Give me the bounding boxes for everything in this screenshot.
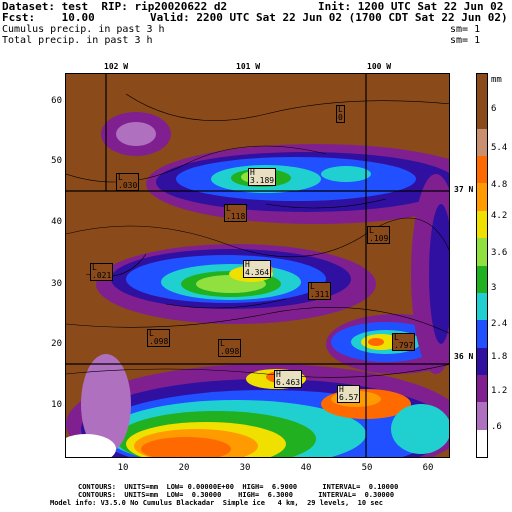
colorbar-segment [477,374,487,403]
y-tick-10: 10 [51,400,62,410]
colorbar-unit-label: mm [491,75,502,85]
footer-contours-2: CONTOURS: UNITS=mm LOW= 0.30000 HIGH= 6.… [78,491,395,499]
lon-label-100w: 100 W [367,62,392,71]
y-tick-50: 50 [51,156,62,166]
low-label: L 0 [336,105,345,123]
colorbar-segment [477,101,487,130]
x-tick-20: 20 [178,463,190,473]
lat-label-36n: 36 N [454,352,474,361]
low-label: L .311 [308,282,332,300]
colorbar-segment [477,429,487,458]
colorbar-segment [477,128,487,157]
footer-model-info: Model info: V3.5.0 No Cumulus Blackadar … [50,499,383,507]
low-label: L .118 [224,204,248,222]
colorbar-segment [477,183,487,212]
colorbar-tick: 6 [491,104,497,114]
low-label: L .109 [367,226,391,244]
colorbar-tick: 5.4 [491,143,508,153]
contour-lines [66,93,449,378]
precip-map-plot [65,73,450,458]
low-label: L .098 [147,329,171,347]
map-borders [66,74,449,457]
y-tick-30: 30 [51,279,62,289]
high-label: H 3.189 [248,168,277,186]
colorbar-segment [477,156,487,184]
x-tick-10: 10 [117,463,129,473]
colorbar-tick: 1.2 [491,386,508,396]
precip-field-map [66,74,449,457]
low-label: L .098 [218,339,242,357]
dataset-label: Dataset: test RIP: rip20020622 d2 [2,0,228,13]
colorbar-tick: 4.2 [491,211,508,221]
lat-label-37n: 37 N [454,185,474,194]
forecast-hour-label: Fcst: 10.00 [2,11,95,24]
field2-smoothing: sm= 1 [450,35,481,46]
colorbar-tick: 2.4 [491,319,508,329]
x-tick-50: 50 [361,463,373,473]
lon-label-102w: 102 W [104,62,129,71]
colorbar-segment [477,347,487,376]
field1-smoothing: sm= 1 [450,24,481,35]
colorbar-segment [477,238,487,266]
colorbar-tick: 3 [491,283,497,293]
colorbar-segment [477,74,487,102]
y-tick-20: 20 [51,339,62,349]
colorbar-segment [477,265,487,294]
low-label: L .797 [392,333,416,351]
x-tick-30: 30 [239,463,251,473]
colorbar-segment [477,292,487,321]
colorbar-tick: .6 [491,422,502,432]
precip-colorbar [476,73,488,458]
high-label: H 6.463 [274,370,303,388]
valid-time-label: Valid: 2200 UTC Sat 22 Jun 02 (1700 CDT … [150,11,508,24]
high-label: H 4.364 [243,260,272,278]
field1-label: Cumulus precip. in past 3 h [2,24,165,35]
high-label: H 6.57 [337,385,361,403]
footer-contours-1: CONTOURS: UNITS=mm LOW= 0.00000E+00 HIGH… [78,483,399,491]
y-tick-60: 60 [51,96,62,106]
lon-label-101w: 101 W [236,62,261,71]
colorbar-segment [477,402,487,431]
colorbar-tick: 1.8 [491,352,508,362]
y-tick-40: 40 [51,217,62,227]
colorbar-segment [477,210,487,239]
colorbar-tick: 3.6 [491,248,508,258]
field2-label: Total precip. in past 3 h [2,35,153,46]
x-tick-40: 40 [300,463,312,473]
colorbar-tick: 4.8 [491,180,508,190]
init-time-label: Init: 1200 UTC Sat 22 Jun 02 [318,0,504,13]
colorbar-segment [477,320,487,349]
x-tick-60: 60 [422,463,434,473]
low-label: L .030 [116,173,140,191]
low-label: L .021 [90,263,114,281]
